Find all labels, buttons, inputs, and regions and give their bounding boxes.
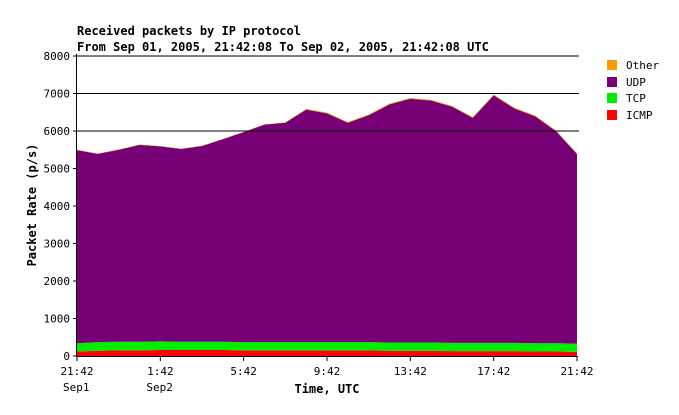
series-icmp-area bbox=[77, 350, 577, 356]
legend-label: ICMP bbox=[626, 109, 653, 123]
x-tick-label: 5:42 bbox=[230, 365, 257, 378]
series-tcp-area bbox=[77, 341, 577, 352]
x-tick-date-label: Sep2 bbox=[146, 381, 173, 394]
x-tick-label: 21:42 bbox=[60, 365, 93, 378]
x-tick-label: 17:42 bbox=[477, 365, 510, 378]
y-axis-label: Packet Rate (p/s) bbox=[25, 143, 39, 267]
y-tick-label: 0 bbox=[63, 350, 70, 363]
chart-subtitle: From Sep 01, 2005, 21:42:08 To Sep 02, 2… bbox=[77, 40, 489, 54]
stacked-areas bbox=[77, 94, 577, 356]
grid-lines bbox=[77, 55, 579, 132]
y-tick-label: 6000 bbox=[44, 125, 71, 138]
x-tick-label: 21:42 bbox=[560, 365, 593, 378]
y-tick-label: 1000 bbox=[44, 313, 71, 326]
x-tick-label: 9:42 bbox=[314, 365, 341, 378]
x-tick-label: 13:42 bbox=[394, 365, 427, 378]
x-tick-label: 1:42 bbox=[147, 365, 174, 378]
legend-swatch bbox=[607, 60, 617, 70]
legend-label: Other bbox=[626, 59, 660, 72]
y-tick-label: 7000 bbox=[44, 88, 71, 101]
chart-title: Received packets by IP protocol bbox=[77, 24, 301, 38]
legend-swatch bbox=[607, 110, 617, 121]
y-tick-label: 8000 bbox=[44, 50, 71, 63]
y-tick-label: 2000 bbox=[44, 275, 71, 288]
legend-label: UDP bbox=[626, 75, 646, 89]
y-tick-label: 4000 bbox=[44, 200, 71, 213]
y-ticks: 0 1000 2000 3000 4000 5000 6000 7000 8000 bbox=[44, 50, 77, 363]
y-tick-label: 5000 bbox=[44, 163, 71, 176]
x-axis-label: Time, UTC bbox=[294, 382, 360, 396]
series-udp-area bbox=[77, 95, 577, 344]
y-tick-label: 3000 bbox=[44, 238, 71, 251]
legend-swatch bbox=[607, 76, 617, 87]
x-tick-date-label: Sep1 bbox=[63, 381, 90, 394]
x-ticks: 21:42 Sep1 1:42 Sep2 5:42 9:42 13:42 17:42 21:42 bbox=[60, 356, 594, 394]
legend-swatch bbox=[607, 93, 617, 104]
legend-label: TCP bbox=[626, 92, 646, 106]
